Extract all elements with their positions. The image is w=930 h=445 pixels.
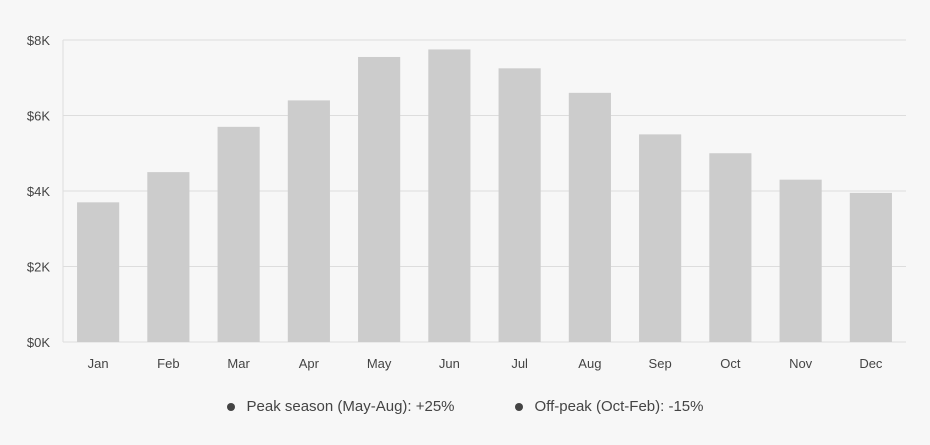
dot-icon	[226, 402, 235, 411]
x-tick-label: Jun	[439, 356, 460, 371]
legend: Peak season (May-Aug): +25% Off-peak (Oc…	[0, 398, 930, 415]
bar-sep	[639, 134, 682, 342]
bar-may	[358, 56, 401, 343]
legend-item-peak: Peak season (May-Aug): +25%	[226, 398, 455, 415]
x-tick-label: Feb	[157, 356, 179, 371]
bar-mar	[217, 126, 260, 342]
y-tick-label: $0K	[27, 335, 50, 350]
y-tick-label: $8K	[27, 33, 50, 48]
bar-jun	[428, 49, 471, 342]
bar-feb	[147, 172, 190, 342]
bar-jan	[77, 202, 120, 342]
bar-apr	[287, 100, 330, 343]
bar-oct	[709, 153, 752, 342]
bar-nov	[779, 179, 822, 342]
x-tick-label: Nov	[789, 356, 813, 371]
x-tick-label: May	[367, 356, 392, 371]
x-tick-label: Jan	[88, 356, 109, 371]
y-tick-label: $2K	[27, 260, 50, 275]
legend-label: Peak season (May-Aug): +25%	[246, 398, 455, 415]
x-tick-label: Oct	[720, 356, 741, 371]
bar-dec	[849, 192, 892, 342]
x-tick-label: Aug	[578, 356, 601, 371]
bar-aug	[568, 92, 611, 342]
y-tick-label: $4K	[27, 184, 50, 199]
legend-label: Off-peak (Oct-Feb): -15%	[534, 398, 704, 415]
y-tick-label: $6K	[27, 109, 50, 124]
dot-icon	[514, 402, 523, 411]
x-tick-label: Mar	[227, 356, 250, 371]
bar-chart: $0K $2K $4K $6K $8K Jan Feb Mar Apr May Jun Jul Aug S…	[27, 33, 906, 371]
x-tick-label: Dec	[859, 356, 883, 371]
x-tick-label: Sep	[649, 356, 672, 371]
x-tick-label: Apr	[299, 356, 320, 371]
bar-jul	[498, 68, 541, 342]
legend-item-offpeak: Off-peak (Oct-Feb): -15%	[514, 398, 704, 415]
x-tick-label: Jul	[511, 356, 528, 371]
